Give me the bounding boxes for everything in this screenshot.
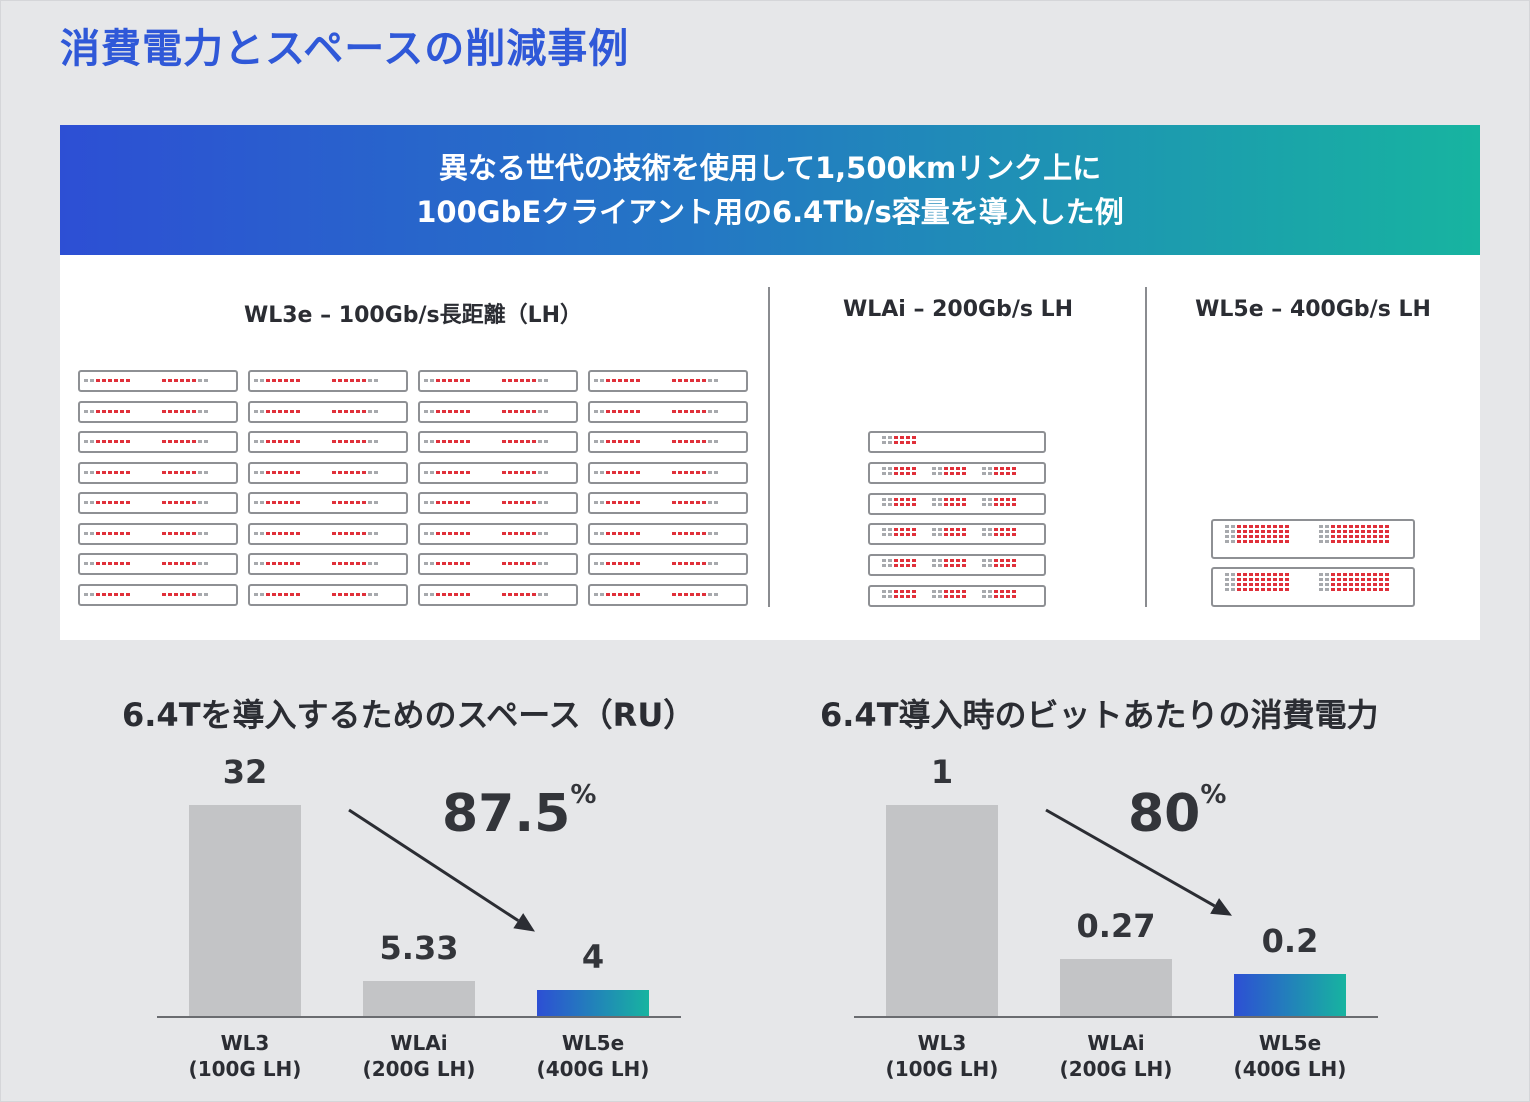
chassis-unit [868,492,1046,515]
chart-title-power: 6.4T導入時のビットあたりの消費電力 [820,696,1379,734]
chassis-unit [78,553,238,575]
bar-value-label: 0.27 [1076,907,1156,946]
reduction-arrow-icon [1045,808,1232,916]
header-banner: 異なる世代の技術を使用して1,500kmリンク上に 100GbEクライアント用の… [60,125,1480,255]
panel-divider [1145,287,1147,607]
category-label-line: WL3 [220,1031,270,1055]
reduction-arrow-shaft [348,808,520,922]
chassis-unit [418,583,578,606]
chassis-unit [588,431,748,453]
chassis-unit [78,522,238,545]
category-label: WL5e (400G LH) [513,1030,673,1082]
reduction-percentage: 80% [1128,780,1226,844]
category-label-line: WL3 [917,1031,967,1055]
chassis-unit [418,461,578,484]
reduction-arrow-head [513,913,535,932]
reduction-arrow-shaft [1045,808,1216,908]
category-label: WL3 (100G LH) [862,1030,1022,1082]
chassis-unit [248,583,408,606]
bar-value-label: 4 [581,937,605,976]
chassis-unit [248,461,408,484]
x-axis-baseline [854,1016,1378,1018]
chassis-unit [418,431,578,453]
chassis-unit [588,370,748,392]
bar-2 [1234,973,1346,1016]
bar-value-label: 5.33 [379,928,459,967]
chassis-unit [78,583,238,606]
chassis-unit [78,400,238,423]
chassis-unit [588,553,748,575]
group-label-wl3e: WL3e – 100Gb/s長距離（LH） [243,303,583,328]
bar-0 [886,805,998,1016]
chassis-unit [1211,519,1415,559]
category-label: WLAi (200G LH) [1036,1030,1196,1082]
x-axis-baseline [157,1016,681,1018]
chassis-unit [248,400,408,423]
chart-title-space: 6.4Tを導入するためのスペース（RU） [122,696,696,734]
banner-line-2: 100GbEクライアント用の6.4Tb/s容量を導入した例 [416,195,1124,229]
chassis-unit [868,431,1046,453]
category-label-line: WL5e [1258,1031,1322,1055]
chassis-unit [78,461,238,484]
category-label-line: (200G LH) [1059,1057,1173,1081]
chassis-unit [78,492,238,514]
chassis-unit [588,583,748,606]
reduction-value: 80 [1128,784,1201,844]
reduction-unit: % [1200,780,1227,810]
chassis-unit [868,523,1046,546]
reduction-arrow-head [1210,898,1232,916]
reduction-unit: % [570,780,597,810]
equipment-panel: WL3e – 100Gb/s長距離（LH） WLAi – 200Gb/s LH … [60,255,1480,640]
panel-divider [768,287,770,607]
bar-value-label: 1 [930,753,954,791]
bar-1 [363,980,475,1016]
chassis-unit [588,400,748,423]
chassis-unit [588,492,748,514]
category-label: WL3 (100G LH) [165,1030,325,1082]
chassis-unit [868,554,1046,577]
category-label: WLAi (200G LH) [339,1030,499,1082]
reduction-arrow-icon [348,808,535,932]
bar-2 [537,989,649,1016]
chassis-unit [248,553,408,575]
chassis-unit [248,522,408,545]
category-label-line: WL5e [561,1031,625,1055]
category-label-line: WLAi [1087,1031,1145,1055]
bar-value-label: 32 [222,753,268,791]
chassis-unit [418,400,578,423]
reduction-value: 87.5 [442,784,571,844]
chassis-unit [868,461,1046,484]
chassis-unit [418,492,578,514]
category-label-line: (100G LH) [188,1057,302,1081]
chassis-unit [248,431,408,453]
bar-value-label: 0.2 [1261,921,1319,960]
category-label-line: (200G LH) [362,1057,476,1081]
group-label-wl5e: WL5e – 400Gb/s LH [1195,297,1431,322]
category-label-line: (400G LH) [536,1057,650,1081]
chassis-unit [78,370,238,392]
category-label: WL5e (400G LH) [1210,1030,1370,1082]
bar-1 [1060,959,1172,1016]
category-label-line: (100G LH) [885,1057,999,1081]
chassis-unit [418,553,578,575]
category-label-line: (400G LH) [1233,1057,1347,1081]
chassis-unit [418,522,578,545]
chassis-unit [588,522,748,545]
category-label-line: WLAi [390,1031,448,1055]
banner-line-1: 異なる世代の技術を使用して1,500kmリンク上に [438,151,1102,185]
chassis-unit [868,585,1046,607]
bar-0 [189,805,301,1016]
group-label-wlai: WLAi – 200Gb/s LH [842,297,1074,322]
page-title: 消費電力とスペースの削減事例 [60,26,630,72]
chassis-unit [248,370,408,392]
chassis-unit [588,461,748,484]
chassis-unit [78,431,238,453]
reduction-percentage: 87.5% [442,780,596,844]
chassis-unit [248,492,408,514]
chassis-unit [418,370,578,392]
chassis-unit [1211,567,1415,607]
